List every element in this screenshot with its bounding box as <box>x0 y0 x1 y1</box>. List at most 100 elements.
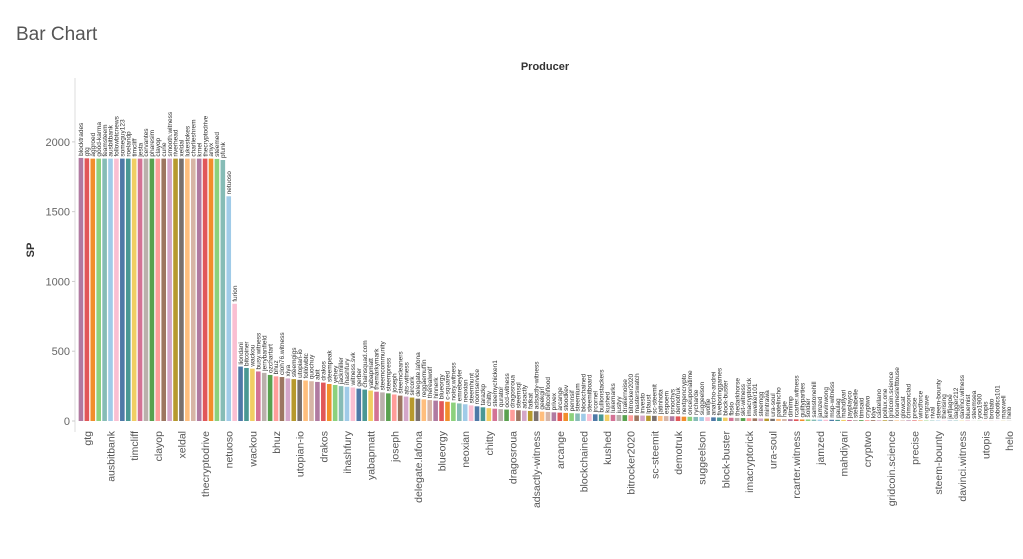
bar <box>279 377 285 421</box>
bar-label: jamzed <box>817 396 824 418</box>
bar-label: stellabelle <box>853 389 860 418</box>
bar <box>433 400 438 421</box>
x-tick-label: dragosroua <box>507 431 519 484</box>
bar <box>214 158 220 421</box>
bar-label: steemsea <box>971 390 978 419</box>
bar-label: cloh76.witness <box>279 332 286 375</box>
bar-label: swelker101 <box>752 383 759 416</box>
bar <box>285 378 291 421</box>
bar-label: blueorgy <box>439 373 446 399</box>
bar <box>474 406 480 421</box>
bar-label: jrcornel <box>592 390 599 413</box>
bar-label: jerrybanfield <box>261 335 268 372</box>
bar <box>853 420 858 421</box>
bar-label: nonameslefttouse <box>894 367 901 419</box>
x-tick-label: precise <box>909 431 921 465</box>
bar-label: steemcleaners <box>397 351 404 394</box>
bar <box>468 405 474 421</box>
bar <box>539 411 545 421</box>
bar-label: nextgencrypto <box>681 373 688 414</box>
bar <box>114 158 119 422</box>
bar-label: steemium <box>575 383 582 411</box>
bar-label: rival <box>929 406 936 418</box>
bar <box>669 416 675 421</box>
bar-label: blockchained <box>581 373 588 411</box>
bar <box>906 420 911 421</box>
bar-label: chitty <box>486 390 493 406</box>
bar-label: chainsquad.com <box>362 340 369 387</box>
bar-label: windforce <box>918 390 925 419</box>
bar-label: sircork <box>409 376 416 396</box>
x-tick-label: wackou <box>247 431 259 468</box>
bar-label: timsaid <box>858 397 865 418</box>
bar <box>350 387 356 421</box>
bar <box>758 418 764 421</box>
bar-label: steemychicken1 <box>492 360 499 407</box>
bar-label: joseph <box>391 373 398 394</box>
bar <box>78 157 84 422</box>
bar-label: steempeak <box>326 349 333 382</box>
bar <box>232 303 237 421</box>
bar <box>705 417 710 421</box>
bar-label: followbtcnews <box>114 115 121 156</box>
bar-label: wolfje <box>705 398 712 416</box>
bar-label: steemed <box>214 132 221 157</box>
bar <box>220 160 226 421</box>
x-tick-label: neoxian <box>460 431 472 468</box>
bar <box>699 417 704 421</box>
bar <box>202 158 208 422</box>
bar-label: steemhunt <box>468 373 475 404</box>
bar <box>646 415 651 421</box>
bar <box>196 158 202 422</box>
bar-label: pharesim <box>149 130 156 157</box>
bar-label: bhuz <box>273 360 280 374</box>
bar <box>244 367 249 421</box>
bar <box>380 392 385 421</box>
bar <box>149 158 155 422</box>
bar <box>557 412 563 421</box>
bar-label: neoxian <box>462 379 469 402</box>
bar-label: roomservice <box>474 369 481 405</box>
bar-label: helo <box>1006 406 1013 419</box>
bar-label: robotics101 <box>994 385 1001 419</box>
bar <box>267 374 273 421</box>
bar-label: steemcommunity <box>380 341 387 391</box>
bar <box>108 158 113 422</box>
bar-label: yehey <box>332 365 339 383</box>
bar-label: jatinhota <box>657 389 664 415</box>
bar <box>226 196 232 421</box>
x-tick-label: utopian-io <box>295 431 307 477</box>
bar <box>587 414 592 421</box>
bar <box>864 420 870 421</box>
bar <box>675 416 681 421</box>
bar-label: adsactly <box>522 384 529 409</box>
bar-label: block-buster <box>722 379 729 415</box>
x-tick-label: steem-bounty <box>933 430 945 494</box>
bar <box>894 420 900 421</box>
bar <box>752 418 758 421</box>
bar <box>717 417 722 421</box>
bar-label: therising <box>941 394 948 419</box>
bar <box>427 400 433 421</box>
bar-label: pfunk <box>220 141 227 158</box>
bar-label: dimimp <box>788 396 795 417</box>
bar <box>782 419 787 421</box>
bar-label: bitcoinflood <box>545 377 552 410</box>
bar <box>456 403 462 421</box>
bar <box>829 419 835 421</box>
x-tick-label: yabapmatt <box>366 431 378 480</box>
bar-label: lukestokes <box>185 125 192 156</box>
bar-label: fiveboringgames <box>717 367 724 415</box>
bar-label: reggaemuffin <box>421 359 428 397</box>
bar <box>740 418 746 421</box>
x-tick-label: joseph <box>389 431 401 463</box>
bar <box>492 408 498 421</box>
bar-label: witness.svk <box>350 352 357 387</box>
bar <box>344 386 350 421</box>
bar-label: justyy <box>616 396 623 414</box>
bar-label: xeldal <box>179 139 186 157</box>
bar <box>746 418 752 421</box>
bar <box>858 420 864 421</box>
bar-label: jeffjagoe <box>947 394 954 420</box>
